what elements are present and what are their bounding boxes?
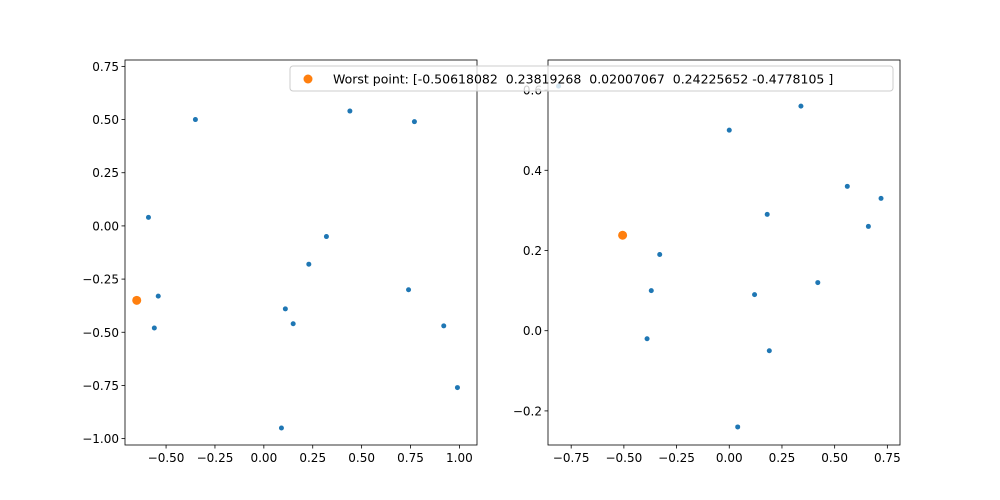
data-point [648, 288, 654, 294]
axes-frame [547, 59, 901, 446]
x-tick-label: 0.75 [397, 451, 424, 465]
x-tick-label: −0.25 [658, 451, 695, 465]
data-point [844, 183, 850, 189]
data-point [306, 261, 312, 267]
data-point [815, 280, 821, 286]
left-scatter-plot: −0.50 −0.25 0.00 0.25 0.50 0.75 1.00 −1.00 −0.75… [82, 59, 478, 465]
data-point [798, 103, 804, 109]
x-tick-label: −0.50 [148, 451, 185, 465]
worst-point [618, 230, 628, 240]
y-tick-label: 0.25 [92, 166, 119, 180]
data-point [278, 425, 284, 431]
data-point [192, 117, 198, 123]
data-point [752, 292, 758, 298]
legend-label: Worst point: [-0.50618082 0.23819268 0.0… [333, 72, 833, 87]
data-point [764, 211, 770, 217]
x-tick-label: 0.50 [348, 451, 375, 465]
x-tick-label: −0.50 [605, 451, 642, 465]
data-point [406, 287, 412, 293]
y-tick-label: −0.2 [513, 404, 542, 418]
y-tick-label: −0.50 [82, 326, 119, 340]
data-point [735, 424, 741, 430]
y-tick-label: 0.00 [92, 219, 119, 233]
y-tick-label: −0.75 [82, 379, 119, 393]
data-point [441, 323, 447, 329]
x-tick-label: −0.25 [197, 451, 234, 465]
legend-box [289, 65, 894, 92]
x-tick-label: 0.00 [716, 451, 743, 465]
x-tick-label: 0.25 [769, 451, 796, 465]
x-tick-label: 0.75 [874, 451, 901, 465]
data-point [151, 325, 157, 331]
data-point [657, 252, 663, 258]
data-point [347, 108, 353, 114]
data-point [290, 321, 296, 327]
x-tick-label: 0.25 [299, 451, 326, 465]
y-tick-label: −1.00 [82, 432, 119, 446]
data-point [145, 214, 151, 220]
y-tick-label: 0.4 [523, 164, 542, 178]
data-point [878, 195, 884, 201]
data-point [155, 293, 161, 299]
y-tick-label: 0.75 [92, 60, 119, 74]
data-point [323, 234, 329, 240]
worst-point [132, 295, 142, 305]
data-point [282, 306, 288, 312]
x-tick-label: 1.00 [446, 451, 473, 465]
y-tick-label: 0.0 [523, 324, 542, 338]
x-tick-label: 0.50 [821, 451, 848, 465]
x-tick-label: −0.75 [553, 451, 590, 465]
data-point [454, 385, 460, 391]
y-tick-label: −0.25 [82, 273, 119, 287]
right-scatter-plot: −0.75 −0.50 −0.25 0.00 0.25 0.50 0.75 −0.2 0.0 0.… [513, 59, 901, 465]
data-point [766, 348, 772, 354]
legend-marker [303, 74, 313, 84]
legend: Worst point: [-0.50618082 0.23819268 0.0… [289, 65, 894, 92]
data-point [411, 119, 417, 125]
x-tick-label: 0.00 [250, 451, 277, 465]
axes-frame [124, 59, 478, 446]
data-point [865, 223, 871, 229]
data-point [644, 336, 650, 342]
data-point [726, 127, 732, 133]
y-tick-label: 0.2 [523, 244, 542, 258]
y-tick-label: 0.50 [92, 113, 119, 127]
